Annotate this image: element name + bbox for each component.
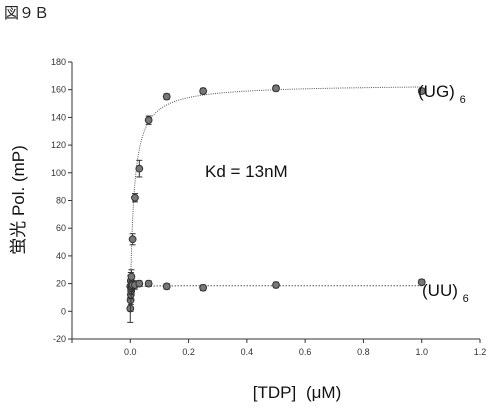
y-tick-label: 140: [51, 112, 66, 122]
y-tick-label: 120: [51, 140, 66, 150]
x-tick-label: 0.4: [241, 347, 254, 357]
y-tick-label: 40: [56, 251, 66, 261]
data-point: [132, 194, 139, 201]
y-tick-label: 160: [51, 85, 66, 95]
x-axis-title: [TDP] (μM): [253, 383, 341, 402]
x-tick-label: 0.0: [124, 347, 137, 357]
y-tick-label: -20: [53, 334, 66, 344]
axes: -20 0 20 40 60 80 100 120 140 160 180 0.0 0.2 0.4 0.6 0…: [51, 57, 486, 357]
y-tick-label: 0: [61, 306, 66, 316]
series-label-ug-main: (UG): [418, 82, 455, 101]
x-tick-label: 0.8: [357, 347, 370, 357]
data-point: [163, 93, 170, 100]
data-point: [129, 236, 136, 243]
y-tick-label: 80: [56, 196, 66, 206]
y-tick-label: 60: [56, 223, 66, 233]
fit-curve: [130, 286, 421, 309]
data-point: [273, 282, 280, 289]
data-point: [145, 280, 152, 287]
data-point: [136, 165, 143, 172]
data-point: [200, 284, 207, 291]
y-tick-label: 100: [51, 168, 66, 178]
data-points: [127, 85, 425, 322]
data-point: [145, 117, 152, 124]
data-point: [200, 88, 207, 95]
y-axis-title: 蛍光 Pol. (mP): [9, 145, 28, 255]
x-tick-label: 1.2: [474, 347, 487, 357]
series-label-ug-sub: 6: [460, 94, 466, 106]
x-tick-label: 1.0: [415, 347, 428, 357]
data-point: [136, 280, 143, 287]
y-tick-label: 20: [56, 279, 66, 289]
data-point: [128, 273, 135, 280]
series-label-uu-main: (UU): [422, 281, 458, 300]
fit-curve: [130, 87, 421, 304]
x-axis-title-unit: (μM): [306, 383, 341, 402]
x-tick-label: 0.6: [299, 347, 312, 357]
series-label-uu-sub: 6: [463, 293, 469, 305]
data-point: [163, 283, 170, 290]
x-tick-label: 0.2: [182, 347, 195, 357]
series-label-uu: (UU) 6: [422, 281, 469, 305]
kd-annotation: Kd = 13nM: [205, 162, 288, 181]
fit-curves: [130, 87, 421, 309]
data-point: [273, 85, 280, 92]
x-axis-title-main: [TDP]: [253, 383, 296, 402]
series-label-ug: (UG) 6: [418, 82, 466, 106]
y-tick-label: 180: [51, 57, 66, 67]
